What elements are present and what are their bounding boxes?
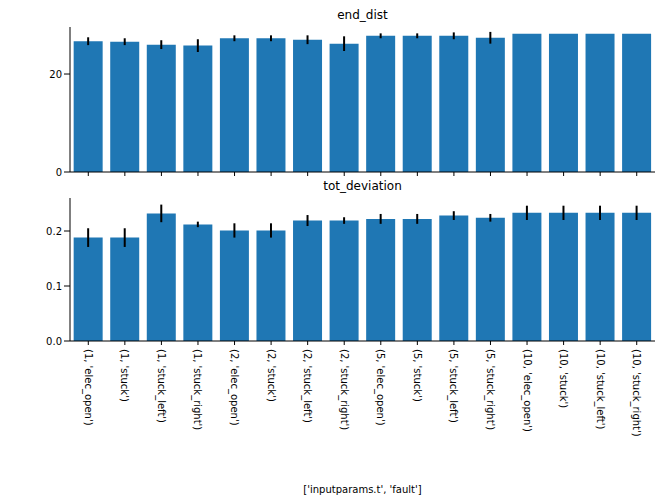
svg-text:(5, 'stuck_left'): (5, 'stuck_left') xyxy=(447,349,459,423)
html-text:end_dist: end_dist xyxy=(337,8,388,22)
html-text:tot_deviation: tot_deviation xyxy=(323,179,402,193)
svg-text:(10, 'elec_open'): (10, 'elec_open') xyxy=(521,349,533,432)
svg-text:0.1: 0.1 xyxy=(46,281,62,292)
svg-text:(5, 'stuck_right'): (5, 'stuck_right') xyxy=(484,349,496,430)
svg-text:(5, 'stuck'): (5, 'stuck') xyxy=(412,349,423,402)
svg-text:(5, 'elec_open'): (5, 'elec_open') xyxy=(374,349,386,426)
svg-text:(2, 'stuck'): (2, 'stuck') xyxy=(266,349,277,402)
svg-text:(2, 'elec_open'): (2, 'elec_open') xyxy=(228,349,240,426)
svg-text:(1, 'stuck_left'): (1, 'stuck_left') xyxy=(155,349,167,423)
svg-text:(1, 'elec_open'): (1, 'elec_open') xyxy=(82,349,94,426)
svg-text:['inputparams.t', 'fault']: ['inputparams.t', 'fault'] xyxy=(303,484,421,495)
svg-text:0: 0 xyxy=(56,167,62,178)
svg-text:0.0: 0.0 xyxy=(46,336,62,347)
svg-text:20: 20 xyxy=(49,69,62,80)
svg-text:0.2: 0.2 xyxy=(46,226,62,237)
svg-text:(1, 'stuck_right'): (1, 'stuck_right') xyxy=(191,349,203,430)
svg-text:(2, 'stuck_left'): (2, 'stuck_left') xyxy=(301,349,313,423)
svg-text:(10, 'stuck_left'): (10, 'stuck_left') xyxy=(594,349,606,429)
svg-text:(10, 'stuck'): (10, 'stuck') xyxy=(558,349,569,408)
svg-text:(2, 'stuck_right'): (2, 'stuck_right') xyxy=(338,349,350,430)
svg-text:(10, 'stuck_right'): (10, 'stuck_right') xyxy=(630,349,642,437)
svg-text:(1, 'stuck'): (1, 'stuck') xyxy=(119,349,130,402)
